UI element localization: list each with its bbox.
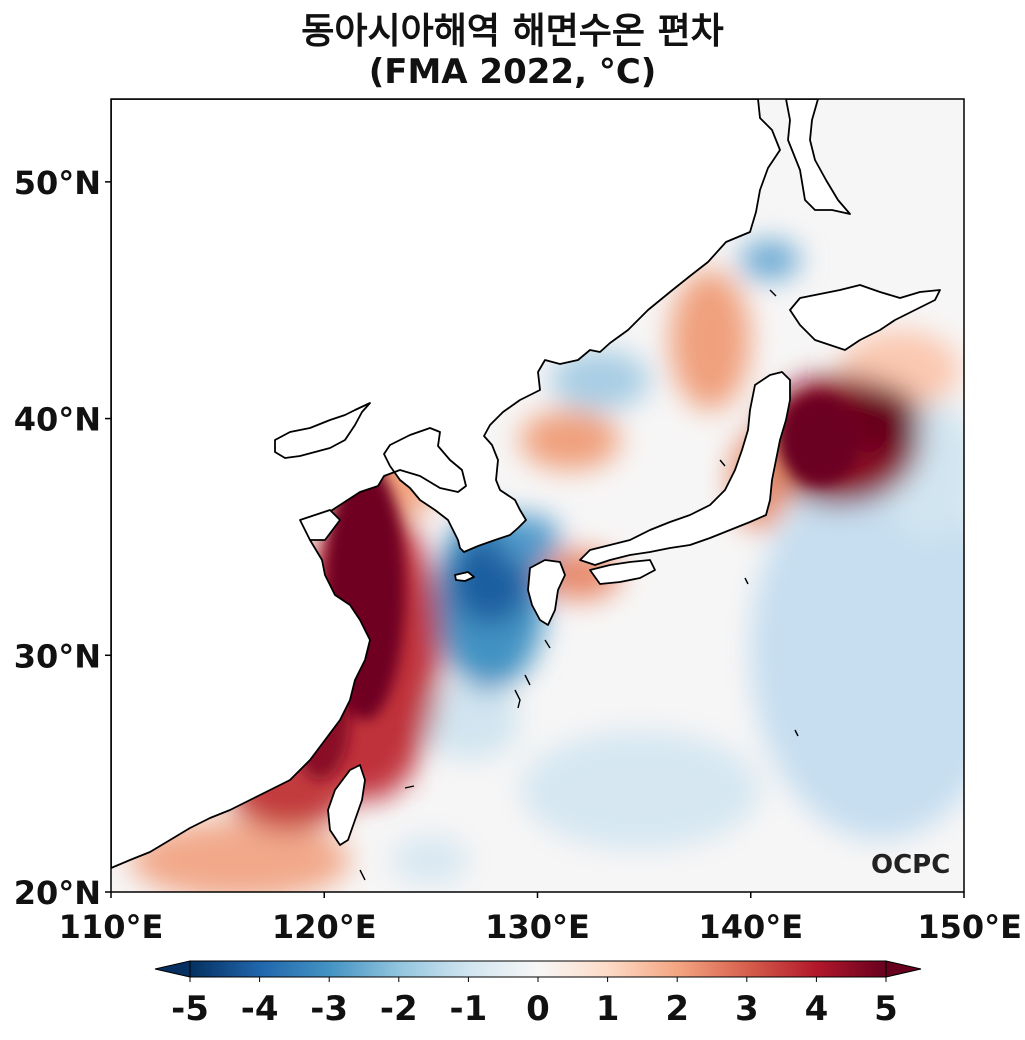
x-tick-label: 140°E [698, 908, 803, 946]
colorbar-tick-label: -2 [380, 989, 418, 1029]
x-tick-label: 130°E [485, 908, 590, 946]
map-subtitle: (FMA 2022, °C) [368, 52, 657, 92]
x-axis-ticks: 110°E 120°E 130°E 140°E 150°E [59, 892, 1022, 946]
colorbar-tick-label: -1 [450, 989, 488, 1029]
colorbar-ticks: -5 -4 -3 -2 -1 0 1 2 3 4 5 [171, 977, 898, 1029]
land-masses [111, 99, 941, 869]
shikoku-island [589, 559, 656, 585]
hokkaido-island [789, 284, 941, 351]
colorbar-tick-label: 1 [596, 989, 620, 1029]
colorbar-max-extend [885, 960, 922, 978]
jeju-island [454, 571, 475, 582]
colorbar-tick-label: 5 [874, 989, 898, 1029]
map-title: 동아시아해역 해면수온 편차 [301, 11, 724, 52]
y-tick-label: 20°N [14, 874, 101, 912]
colorbar-tick-label: 3 [735, 989, 759, 1029]
sakhalin-island [785, 99, 851, 215]
colorbar-tick-label: 4 [805, 989, 829, 1029]
kyushu-island [527, 559, 566, 626]
colorbar-tick-label: -4 [241, 989, 279, 1029]
colorbar-tick-label: 2 [665, 989, 689, 1029]
x-tick-label: 150°E [917, 908, 1022, 946]
colorbar-tick-label: 0 [526, 989, 550, 1029]
small-islands [359, 289, 799, 881]
taiwan-island [327, 764, 366, 846]
colorbar-tick-label: -5 [171, 989, 209, 1029]
y-tick-label: 50°N [14, 164, 101, 202]
shandong-bay [274, 402, 371, 459]
map-panel: OCPC [111, 99, 964, 892]
colorbar-bar [189, 960, 887, 978]
x-tick-label: 110°E [59, 908, 164, 946]
colorbar-tick-label: -3 [310, 989, 348, 1029]
honshu-island [579, 371, 791, 566]
colorbar: -5 -4 -3 -2 -1 0 1 2 3 4 5 [154, 960, 922, 1029]
y-axis-ticks: 20°N 30°N 40°N 50°N [14, 164, 111, 912]
x-tick-label: 120°E [272, 908, 377, 946]
y-tick-label: 40°N [14, 401, 101, 439]
asian-mainland [111, 99, 781, 869]
ocpc-logo: OCPC [871, 850, 950, 880]
east-china-coast-fill [299, 509, 341, 541]
colorbar-min-extend [154, 960, 191, 978]
y-tick-label: 30°N [14, 637, 101, 675]
